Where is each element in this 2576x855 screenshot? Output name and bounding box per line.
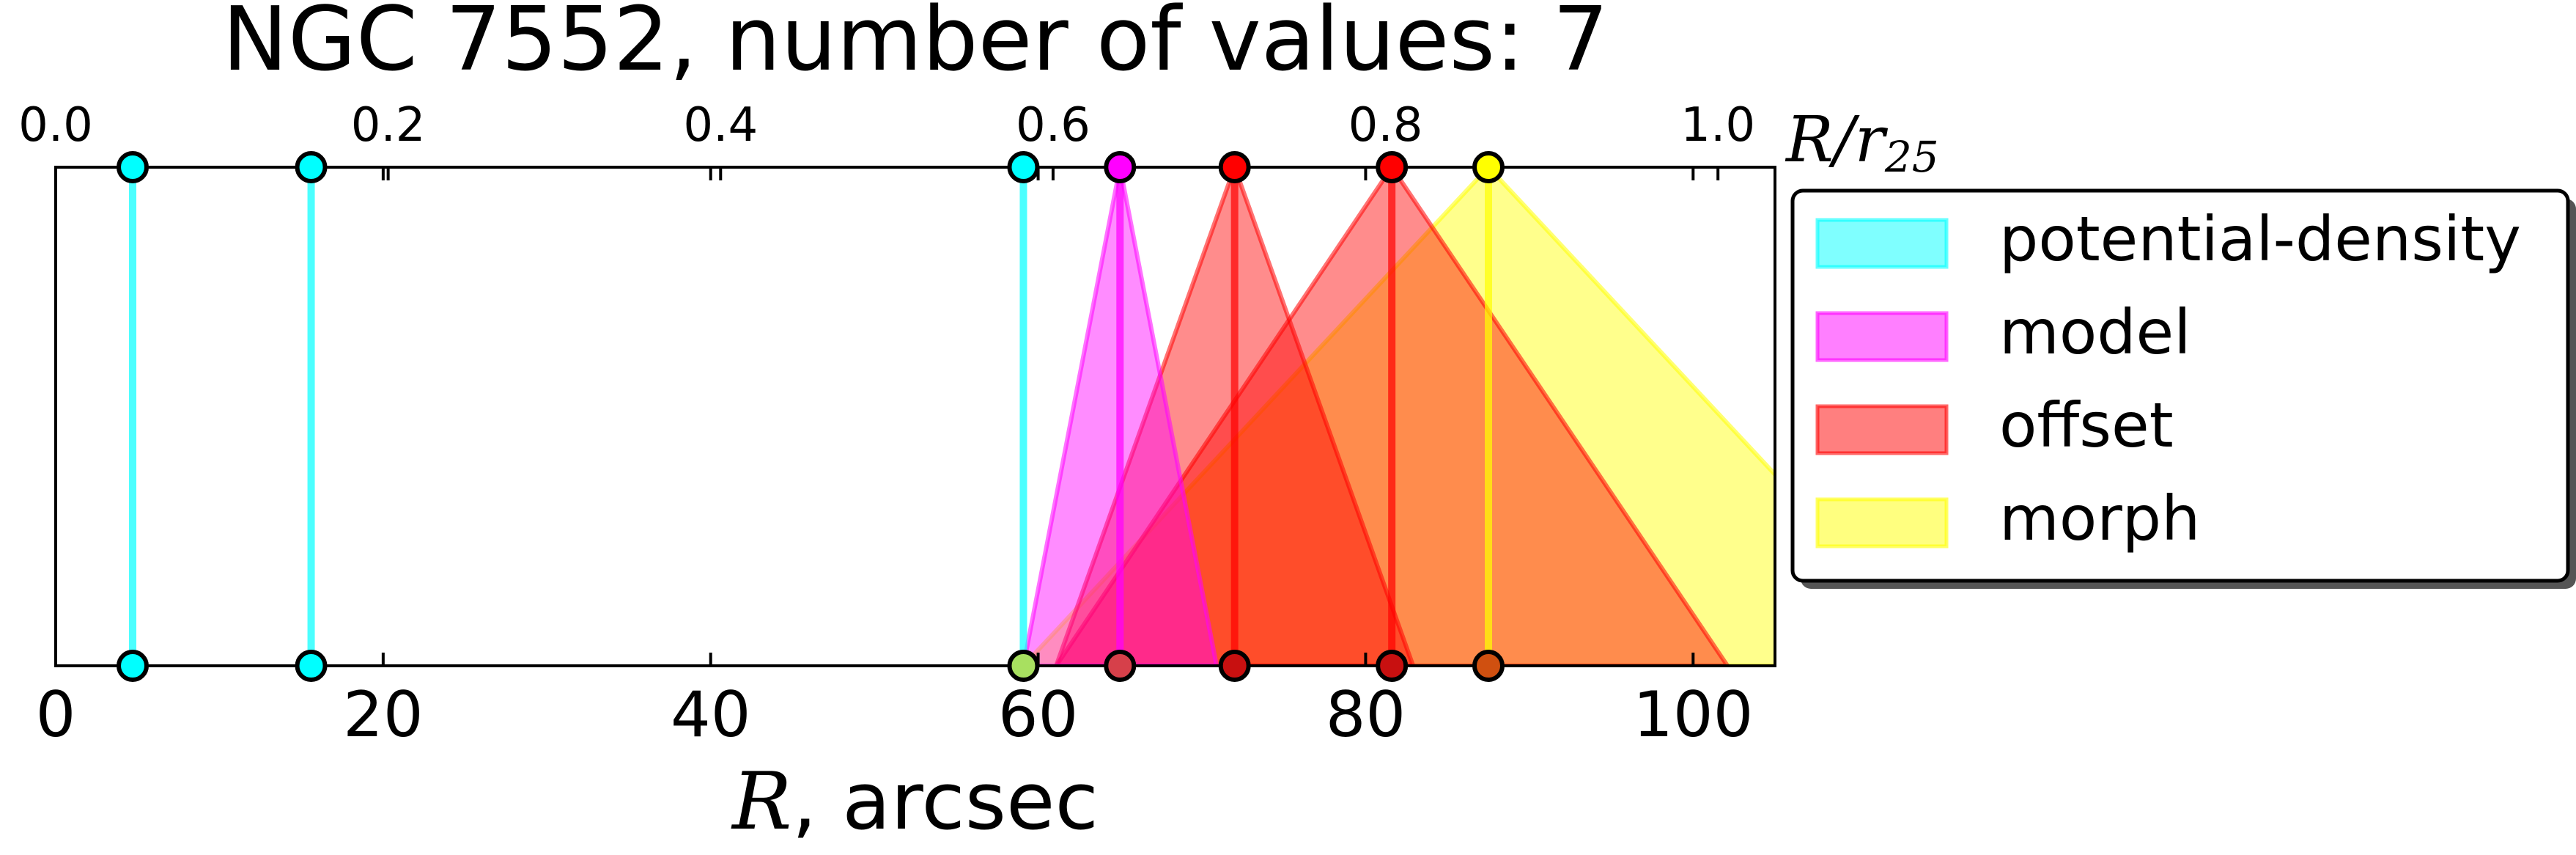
x-tick-label: 100 — [1633, 678, 1753, 752]
legend-swatch-offset — [1815, 404, 1949, 455]
morph-bottom-point-0 — [1472, 650, 1505, 682]
legend-box — [1790, 188, 2570, 583]
x-axis-label-unit: , arcsec — [791, 756, 1098, 848]
potential-density-bottom-point-1 — [295, 650, 328, 682]
plot-area — [129, 167, 1775, 666]
legend-label-morph: morph — [1999, 482, 2200, 554]
legend-label-model: model — [1999, 296, 2191, 368]
potential-density-top-point-2 — [1007, 151, 1040, 183]
model-bottom-point-0 — [1104, 650, 1137, 682]
x-axis-label-var: R — [731, 756, 791, 848]
x-tick-label: 40 — [671, 678, 750, 752]
x-tick-label: 80 — [1326, 678, 1406, 752]
x-tick-label: 0 — [36, 678, 76, 752]
morph-range-triangle-0 — [1020, 167, 1775, 666]
value-markers — [117, 151, 1505, 682]
legend-label-potential-density: potential-density — [1999, 203, 2521, 275]
plot-frame — [54, 166, 1776, 667]
x2-axis-label: R/r25 — [1785, 103, 1939, 182]
morph-top-point-0 — [1472, 151, 1505, 183]
x2-tick-label: 1.0 — [1680, 98, 1755, 153]
legend-swatch-potential-density — [1815, 218, 1949, 269]
offset-top-point-1 — [1376, 151, 1409, 183]
x2-tick-label: 0.8 — [1348, 98, 1423, 153]
x2-axis-label-sub: 25 — [1884, 132, 1939, 182]
legend-swatch-model — [1815, 311, 1949, 362]
x2-tick-label: 0.2 — [351, 98, 426, 153]
offset-bottom-point-1 — [1376, 650, 1409, 682]
x2-tick-label: 0.6 — [1016, 98, 1090, 153]
x-axis-label: R, arcsec — [731, 756, 1099, 848]
legend-swatch-morph — [1815, 497, 1949, 548]
x-tick-label: 20 — [343, 678, 423, 752]
chart-title: NGC 7552, number of values: 7 — [222, 0, 1609, 91]
model-top-point-0 — [1104, 151, 1137, 183]
potential-density-top-point-1 — [295, 151, 328, 183]
axes: 0 20 40 60 80 100 0.0 0.2 0.4 0.6 0.8 1.0 — [18, 98, 1755, 752]
x2-tick-label: 0.4 — [683, 98, 758, 153]
offset-top-point-0 — [1218, 151, 1251, 183]
offset-bottom-point-0 — [1218, 650, 1251, 682]
x2-tick-label: 0.0 — [18, 98, 93, 153]
legend-label-offset: offset — [1999, 389, 2174, 461]
potential-density-bottom-point-0 — [117, 650, 150, 682]
potential-density-top-point-0 — [117, 151, 150, 183]
x2-axis-label-var: R/r — [1785, 103, 1889, 177]
legend: potential-density model offset morph — [1790, 188, 2576, 589]
potential-density-bottom-point-2 — [1007, 650, 1040, 682]
x-tick-label: 60 — [998, 678, 1078, 752]
